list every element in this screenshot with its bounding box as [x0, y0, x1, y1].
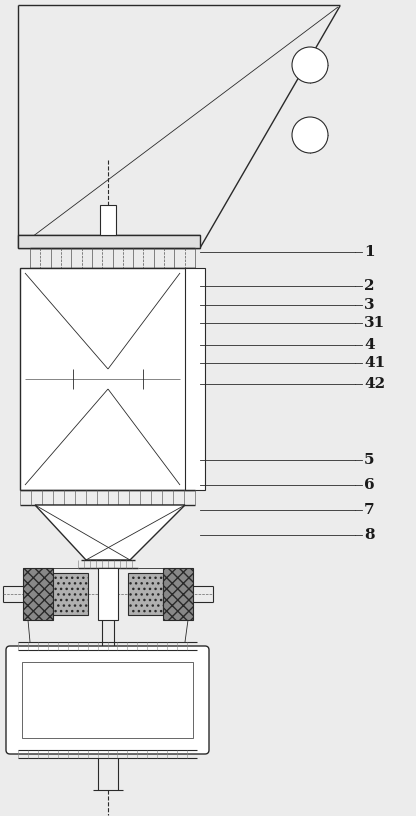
- Text: 3: 3: [364, 298, 375, 312]
- Bar: [163, 568, 193, 620]
- Bar: [185, 268, 205, 490]
- Bar: [23, 568, 53, 620]
- Polygon shape: [35, 505, 185, 560]
- Text: 5: 5: [364, 453, 374, 467]
- Text: 31: 31: [364, 316, 385, 330]
- Text: 42: 42: [364, 377, 385, 391]
- Bar: [53, 573, 88, 615]
- Bar: [98, 568, 118, 620]
- Bar: [18, 235, 200, 248]
- Text: 41: 41: [364, 356, 385, 370]
- Text: 6: 6: [364, 478, 375, 492]
- Circle shape: [292, 117, 328, 153]
- Text: 4: 4: [364, 338, 375, 352]
- Bar: [128, 573, 163, 615]
- Text: 8: 8: [364, 528, 375, 542]
- Bar: [20, 268, 195, 490]
- Text: 7: 7: [364, 503, 375, 517]
- Bar: [22, 662, 193, 738]
- Text: 2: 2: [364, 279, 374, 293]
- Circle shape: [292, 47, 328, 83]
- Text: 1: 1: [364, 245, 375, 259]
- FancyBboxPatch shape: [6, 646, 209, 754]
- Bar: [100, 205, 116, 235]
